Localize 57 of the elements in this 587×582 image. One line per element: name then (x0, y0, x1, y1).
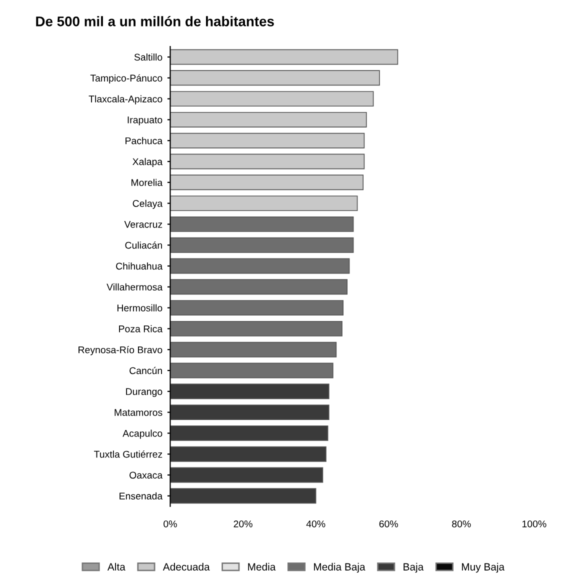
x-tick-label: 100% (522, 520, 546, 528)
legend-label: Media (248, 562, 276, 571)
x-tick-label: 60% (379, 520, 398, 528)
bar (170, 196, 358, 212)
x-tick-label: 0% (164, 520, 177, 528)
bar (170, 425, 328, 441)
y-tick-label: Pachuca (126, 137, 163, 144)
y-tick-label: Culiacán (125, 241, 162, 249)
y-tick-label: Acapulco (122, 430, 162, 439)
y-tick-label: Saltillo (134, 53, 162, 61)
y-tick-label: Tuxtla Gutiérrez (94, 450, 162, 458)
bar (170, 300, 344, 316)
bar (170, 154, 365, 170)
bar (170, 467, 324, 483)
bar (170, 279, 348, 295)
y-tick-label: Morelia (132, 178, 163, 186)
y-tick-label: Hermosillo (117, 304, 162, 312)
bar (170, 112, 367, 128)
bar (170, 404, 330, 420)
bar (170, 132, 365, 148)
y-tick-label: Chihuahua (116, 262, 163, 270)
bar (170, 174, 364, 190)
y-tick-label: Cancún (130, 366, 162, 374)
y-tick-label: Celaya (132, 200, 163, 209)
y-tick-label: Villahermosa (106, 283, 163, 291)
y-tick-label: Durango (126, 388, 162, 397)
legend-label: Media Baja (314, 562, 366, 573)
chart-title: De 500 mil a un millón de habitantes (36, 16, 274, 26)
y-tick-label: Veracruz (124, 221, 162, 228)
bar (170, 258, 350, 274)
x-tick-label: 40% (306, 520, 326, 528)
bar (170, 384, 330, 400)
legend-label: Baja (404, 562, 424, 573)
y-tick-label: Poza Rica (119, 325, 163, 332)
bar (170, 237, 354, 253)
x-tick-label: 80% (452, 520, 471, 528)
bar (170, 216, 354, 232)
y-tick-label: Matamoros (114, 409, 162, 416)
bar (170, 488, 316, 504)
y-tick-label: Xalapa (132, 158, 163, 168)
bar (170, 362, 334, 378)
y-tick-label: Oaxaca (130, 472, 163, 479)
y-tick-label: Irapuato (128, 116, 162, 126)
bar (170, 70, 380, 86)
legend-label: Muy Baja (462, 562, 505, 573)
x-tick-label: 20% (234, 520, 252, 528)
legend-label: Adecuada (162, 562, 210, 571)
legend-label: Alta (107, 562, 126, 571)
y-tick-label: Tlaxcala-Apizaco (88, 95, 162, 104)
bar (170, 320, 342, 336)
bar (170, 49, 398, 65)
y-tick-label: Tampico-Pánuco (90, 74, 162, 84)
bar (170, 446, 326, 462)
bar (170, 91, 374, 107)
bar (170, 342, 337, 358)
y-tick-label: Ensenada (120, 492, 163, 500)
y-tick-label: Reynosa-Río Bravo (78, 346, 162, 356)
